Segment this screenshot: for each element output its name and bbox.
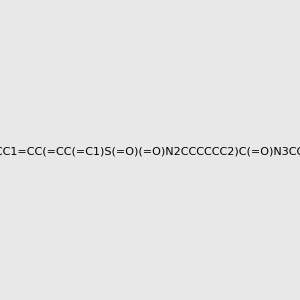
Text: CSCC1=CC(=CC(=C1)S(=O)(=O)N2CCCCCC2)C(=O)N3CCCC3: CSCC1=CC(=CC(=C1)S(=O)(=O)N2CCCCCC2)C(=O… [0, 146, 300, 157]
